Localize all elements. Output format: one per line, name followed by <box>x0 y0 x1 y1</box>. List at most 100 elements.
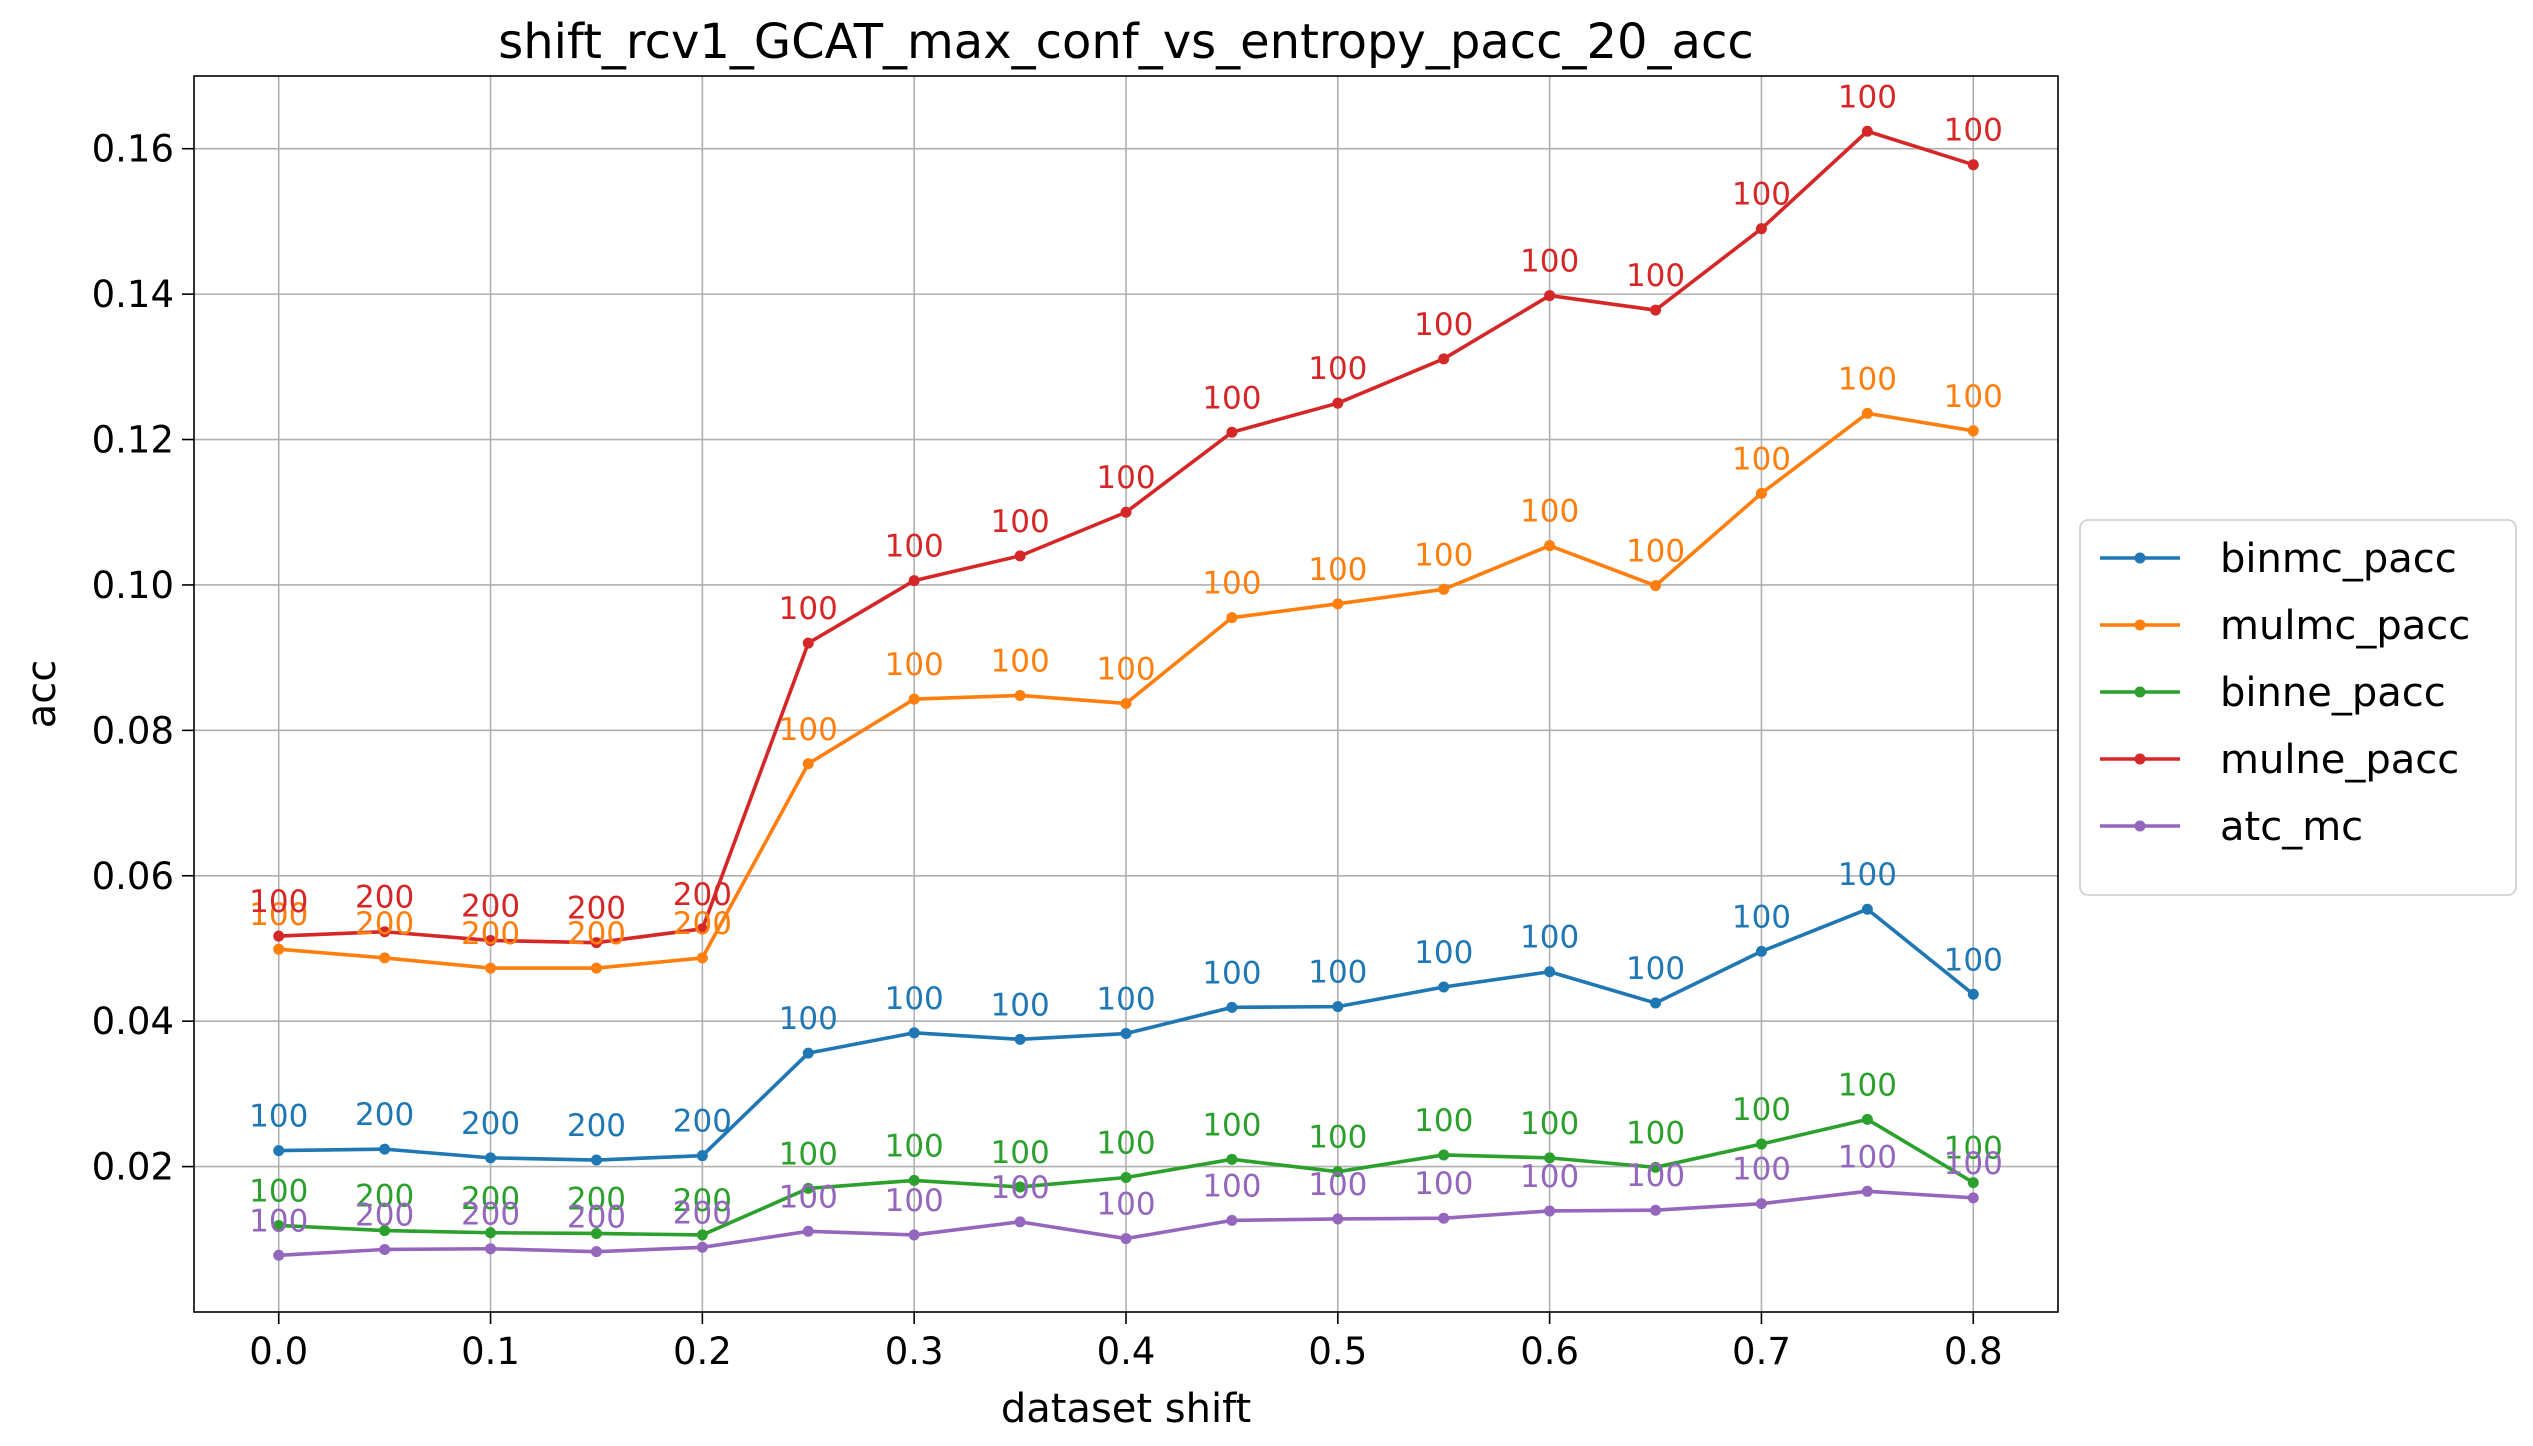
data-label: 100 <box>991 987 1050 1023</box>
data-label: 100 <box>1520 244 1579 280</box>
data-point <box>1861 903 1873 915</box>
data-point <box>1967 988 1979 1000</box>
data-label: 100 <box>1944 379 2003 415</box>
data-label: 200 <box>355 906 414 942</box>
data-label: 100 <box>1838 79 1897 115</box>
data-point <box>1120 1233 1132 1245</box>
data-label: 100 <box>1096 982 1155 1018</box>
data-label: 100 <box>885 647 944 683</box>
data-point <box>485 962 497 974</box>
data-point <box>1014 550 1026 562</box>
data-label: 200 <box>567 1200 626 1236</box>
data-point <box>1861 125 1873 137</box>
legend-marker <box>2134 552 2146 564</box>
data-label: 100 <box>1520 1159 1579 1195</box>
data-label: 100 <box>1626 1158 1685 1194</box>
data-point <box>1120 506 1132 518</box>
data-label: 200 <box>461 916 520 952</box>
data-label: 200 <box>673 906 732 942</box>
data-point <box>1755 1138 1767 1150</box>
data-point <box>1120 697 1132 709</box>
data-label: 100 <box>1944 113 2003 149</box>
legend: binmc_pacc mulmc_pacc binne_pacc mulne_pacc… <box>2079 519 2517 896</box>
legend-label: binmc_pacc <box>2220 536 2457 582</box>
data-label: 100 <box>1944 1131 2003 1167</box>
data-point <box>1226 1001 1238 1013</box>
data-point <box>1967 425 1979 437</box>
legend-item: mulne_pacc <box>2100 737 2459 783</box>
data-label: 100 <box>1838 361 1897 397</box>
data-label: 100 <box>1732 1092 1791 1128</box>
x-tick-label: 0.5 <box>1308 1330 1367 1373</box>
data-point <box>1120 1028 1132 1040</box>
x-tick-label: 0.1 <box>461 1330 520 1373</box>
data-label: 200 <box>673 877 732 913</box>
data-point <box>379 952 391 964</box>
data-label: 100 <box>1202 955 1261 991</box>
data-label: 100 <box>885 981 944 1017</box>
y-tick-label: 0.10 <box>92 564 174 607</box>
data-label: 100 <box>991 643 1050 679</box>
data-point <box>273 1249 285 1261</box>
data-point <box>1226 426 1238 438</box>
data-point <box>1438 353 1450 365</box>
data-label: 100 <box>991 1135 1050 1171</box>
data-label: 100 <box>1308 351 1367 387</box>
data-point <box>1438 981 1450 993</box>
data-label: 200 <box>355 1197 414 1233</box>
data-point <box>1332 1001 1344 1013</box>
data-point <box>1755 223 1767 235</box>
data-label: 200 <box>461 1106 520 1142</box>
data-point <box>696 1241 708 1253</box>
data-point <box>379 926 391 938</box>
data-label: 100 <box>1414 935 1473 971</box>
data-point <box>379 1225 391 1237</box>
data-label: 200 <box>567 891 626 927</box>
axis-ticks: 0.0 0.1 0.2 0.3 0.4 0.5 0.6 0.7 0.8 0.02 0.04 0.06 0… <box>92 128 2003 1373</box>
series-layer <box>273 125 1979 1261</box>
x-tick-label: 0.4 <box>1097 1330 1156 1373</box>
data-label: 100 <box>249 1173 308 1209</box>
data-point <box>590 1154 602 1166</box>
data-label: 100 <box>1944 1146 2003 1182</box>
x-tick-label: 0.8 <box>1944 1330 2003 1373</box>
data-label: 100 <box>249 1099 308 1135</box>
data-point <box>1544 540 1556 552</box>
data-point <box>802 1182 814 1194</box>
data-label: 100 <box>1732 177 1791 213</box>
data-point <box>1332 598 1344 610</box>
data-point <box>1755 1198 1767 1210</box>
data-label: 100 <box>1202 1107 1261 1143</box>
data-point <box>802 637 814 649</box>
data-point <box>1014 1216 1026 1228</box>
data-label: 100 <box>249 1203 308 1239</box>
data-label: 200 <box>673 1195 732 1231</box>
data-point <box>590 1246 602 1258</box>
data-point <box>273 943 285 955</box>
data-point <box>908 693 920 705</box>
data-label: 100 <box>1838 1067 1897 1103</box>
data-label: 100 <box>1520 920 1579 956</box>
data-point <box>590 937 602 949</box>
data-point <box>1861 1185 1873 1197</box>
x-tick-label: 0.0 <box>249 1330 308 1373</box>
legend-item: atc_mc <box>2100 804 2363 850</box>
data-label: 100 <box>1732 1152 1791 1188</box>
data-point <box>696 952 708 964</box>
data-point <box>1544 290 1556 302</box>
data-point <box>1755 945 1767 957</box>
data-point <box>908 1174 920 1186</box>
data-label: 100 <box>1626 951 1685 987</box>
data-label: 200 <box>461 888 520 924</box>
legend-label: mulne_pacc <box>2220 737 2459 783</box>
data-point <box>1014 1181 1026 1193</box>
data-point <box>802 758 814 770</box>
data-point <box>802 1225 814 1237</box>
data-label: 100 <box>1202 566 1261 602</box>
data-label: 100 <box>1096 1187 1155 1223</box>
data-label: 100 <box>885 1128 944 1164</box>
data-point <box>1226 1153 1238 1165</box>
data-point <box>1967 1177 1979 1189</box>
